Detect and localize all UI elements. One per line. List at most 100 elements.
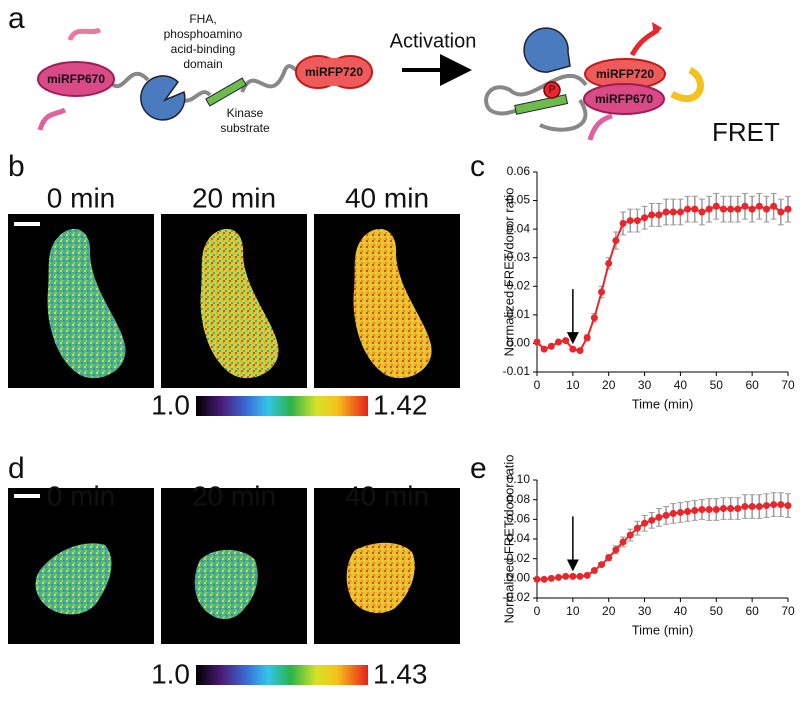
- activation-label: Activation: [390, 30, 477, 52]
- data-point: [762, 205, 770, 213]
- substrate-label: Kinase: [227, 106, 264, 120]
- data-point: [734, 505, 742, 513]
- data-point: [641, 214, 649, 222]
- series-line: [536, 205, 789, 352]
- data-point: [755, 503, 763, 511]
- data-point: [598, 561, 606, 569]
- y-tick-label: 0.02: [507, 278, 531, 292]
- data-point: [705, 205, 713, 213]
- data-point: [734, 205, 742, 213]
- time-label: 40 min: [345, 480, 429, 511]
- fha-label: phosphoamino: [164, 27, 243, 41]
- data-point: [547, 574, 555, 582]
- data-point: [777, 501, 785, 509]
- phospho-label: P: [549, 85, 556, 96]
- y-tick-label: 0.00: [507, 571, 531, 585]
- data-point: [633, 524, 641, 532]
- acceptor-label: miRFP720: [305, 65, 363, 79]
- data-point: [562, 337, 570, 345]
- data-point: [598, 288, 606, 296]
- x-tick-label: 60: [745, 604, 759, 618]
- data-point: [705, 506, 713, 513]
- data-point: [698, 208, 706, 216]
- schematic: miRFP670 FHA, phosphoamino acid-binding …: [37, 12, 780, 147]
- data-point: [777, 208, 785, 216]
- y-tick-label: -0.01: [503, 364, 531, 378]
- x-tick-label: 0: [534, 604, 541, 618]
- time-label: 20 min: [192, 480, 276, 511]
- data-point: [648, 211, 656, 219]
- x-tick-label: 20: [602, 378, 616, 392]
- time-label: 20 min: [192, 182, 276, 213]
- donor-label: miRFP670: [595, 92, 653, 106]
- y-tick-label: 0.04: [507, 531, 531, 545]
- data-point: [605, 259, 613, 267]
- data-point: [612, 546, 620, 554]
- fret-label: FRET: [712, 117, 780, 147]
- acceptor-label: miRFP720: [596, 67, 654, 81]
- panel-b: 0 min 20 min 40 min 1.0 1.42: [8, 182, 460, 420]
- x-axis-label: Time (min): [632, 396, 694, 411]
- data-point: [576, 572, 584, 580]
- data-point: [727, 205, 735, 213]
- x-axis-label: Time (min): [632, 622, 694, 637]
- time-label: 0 min: [47, 480, 115, 511]
- panel-label: e: [470, 452, 487, 485]
- data-point: [655, 513, 663, 521]
- colorbar-label: 1.0: [151, 389, 190, 420]
- data-point: [547, 342, 555, 350]
- data-point: [641, 519, 649, 527]
- data-point: [762, 502, 770, 510]
- data-point: [684, 507, 692, 515]
- data-point: [533, 338, 541, 346]
- data-point: [569, 345, 577, 353]
- data-point: [676, 508, 684, 516]
- panel-label: c: [470, 150, 485, 183]
- data-point: [784, 502, 792, 510]
- data-point: [540, 575, 548, 583]
- x-tick-label: 20: [602, 604, 616, 618]
- x-tick-label: 10: [566, 604, 580, 618]
- panel-label: a: [8, 2, 25, 35]
- data-point: [741, 202, 749, 210]
- data-point: [590, 566, 598, 574]
- data-point: [770, 501, 778, 509]
- data-point: [576, 347, 584, 355]
- y-axis-label: Normalized FRET/donor ratio: [501, 454, 516, 623]
- data-point: [626, 531, 634, 539]
- y-tick-label: 0.05: [507, 193, 531, 207]
- panel-d: 0 min 20 min 40 min 1.0 1.43: [8, 480, 460, 689]
- substrate-label: substrate: [220, 121, 270, 135]
- x-tick-label: 30: [638, 378, 652, 392]
- data-point: [719, 205, 727, 213]
- data-point: [612, 237, 620, 245]
- data-point: [605, 554, 613, 562]
- data-point: [684, 205, 692, 213]
- data-point: [691, 506, 699, 514]
- x-tick-label: 0: [534, 378, 541, 392]
- data-point: [669, 509, 677, 517]
- data-point: [741, 503, 749, 511]
- time-label: 40 min: [345, 182, 429, 213]
- data-point: [662, 208, 670, 216]
- y-tick-label: 0.08: [507, 492, 531, 506]
- donor-label: miRFP670: [47, 72, 105, 86]
- data-point: [590, 314, 598, 322]
- data-point: [669, 208, 677, 216]
- y-tick-label: 0.03: [507, 250, 531, 264]
- data-point: [555, 338, 563, 346]
- x-tick-label: 40: [674, 604, 688, 618]
- x-tick-label: 70: [781, 378, 795, 392]
- data-point: [712, 202, 720, 210]
- data-point: [698, 506, 706, 513]
- y-tick-label: 0.06: [507, 512, 531, 526]
- y-tick-label: -0.02: [503, 590, 531, 604]
- colorbar-label: 1.42: [373, 389, 428, 420]
- x-tick-label: 70: [781, 604, 795, 618]
- panel-label: b: [8, 150, 25, 183]
- x-tick-label: 10: [566, 378, 580, 392]
- panel-label: d: [8, 452, 25, 485]
- fha-label: FHA,: [189, 12, 216, 26]
- data-point: [619, 219, 627, 227]
